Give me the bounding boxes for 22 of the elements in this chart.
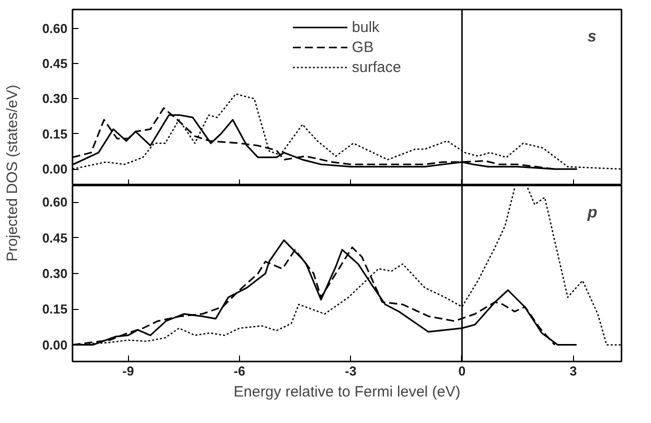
- legend-label: bulk: [352, 18, 380, 36]
- x-tick-label: -3: [344, 364, 356, 378]
- y-tick-label: 0.45: [42, 230, 68, 246]
- y-tick-label: 0.30: [42, 91, 68, 106]
- y-tick-label: 0.60: [42, 194, 68, 210]
- legend-label: GB: [352, 38, 374, 56]
- y-tick-label: 0.60: [42, 20, 68, 36]
- legend-label: surface: [352, 58, 402, 76]
- x-tick-label: 3: [570, 364, 577, 378]
- y-tick-label: 0.00: [42, 337, 68, 352]
- x-tick-label: -9: [122, 364, 134, 378]
- x-axis-title: Energy relative to Fermi level (eV): [234, 384, 460, 400]
- x-tick-label: -6: [234, 364, 246, 378]
- y-tick-label: 0.00: [42, 162, 68, 177]
- y-tick-label: 0.15: [42, 302, 68, 317]
- annotation: s: [588, 28, 596, 46]
- y-tick-label: 0.15: [42, 126, 68, 142]
- y-tick-label: 0.45: [42, 56, 68, 71]
- y-axis-title: Projected DOS (states/eV): [4, 84, 21, 262]
- y-tick-label: 0.30: [42, 266, 68, 281]
- x-tick-label: 0: [458, 364, 466, 378]
- annotation: p: [586, 204, 598, 222]
